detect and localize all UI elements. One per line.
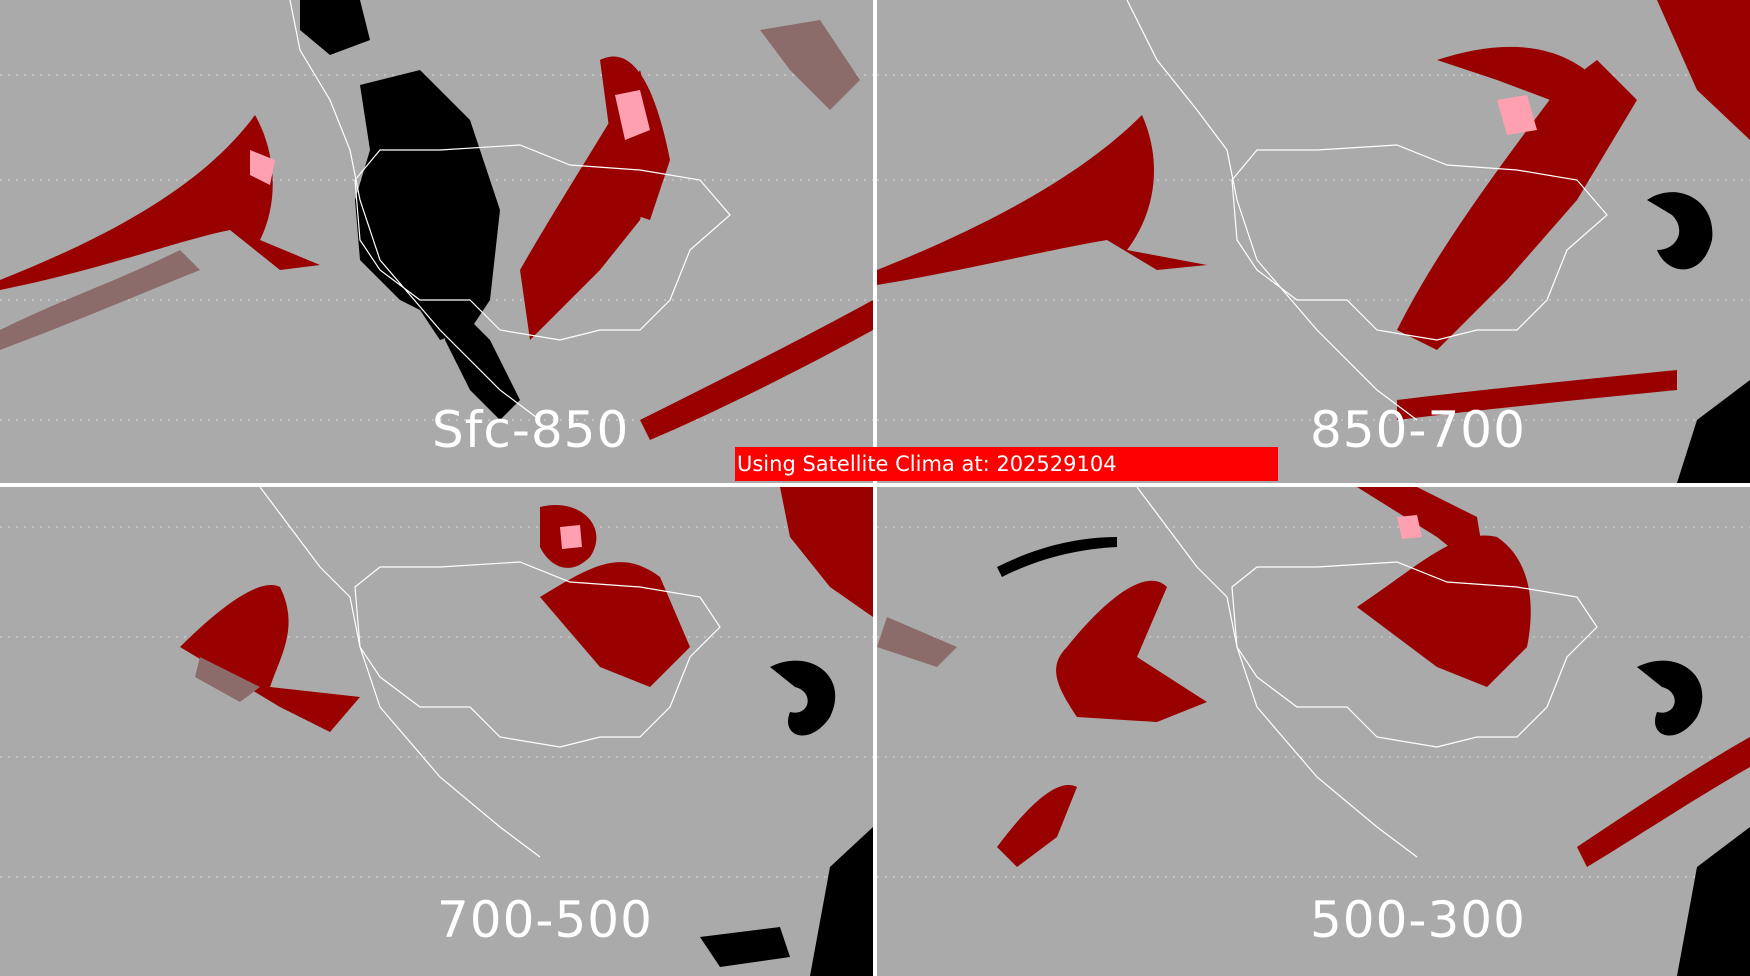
map-panel-500-300: 500-300 <box>877 487 1750 976</box>
panel-label: 700-500 <box>437 891 653 949</box>
us-outline <box>354 561 721 748</box>
black-sw <box>810 827 873 976</box>
cloud-streak-pacific <box>0 115 320 290</box>
cloud-streak-pacific <box>180 585 360 732</box>
cloud-streak-central <box>540 562 690 687</box>
map-panel-850-700: 850-700 <box>877 0 1750 483</box>
black-sw <box>1677 380 1750 483</box>
cloud-ne <box>780 487 873 617</box>
map-700-500 <box>0 487 873 976</box>
cloud-streak-pacific <box>1056 580 1207 722</box>
black-caribbean <box>700 927 790 967</box>
map-500-300 <box>877 487 1750 976</box>
lat-lon-grid <box>0 526 873 878</box>
cloud-streak-central <box>1357 535 1531 687</box>
black-storm <box>1637 660 1703 736</box>
cloud-streak-north <box>1357 487 1487 577</box>
coastline-west <box>1126 0 1418 421</box>
us-outline <box>1231 561 1598 748</box>
us-outline <box>1231 144 1608 341</box>
cloud-pink <box>1497 95 1537 135</box>
cloud-streak-central <box>1397 60 1637 350</box>
cloud-pink-pacific <box>250 150 275 185</box>
black-streak <box>997 537 1117 577</box>
cloud-pink <box>1397 515 1422 539</box>
cloud-streak-pacific-low <box>0 250 200 350</box>
panel-label: 850-700 <box>1310 401 1526 459</box>
lat-lon-grid <box>877 526 1750 878</box>
lat-lon-grid <box>0 74 873 421</box>
cloud-pink <box>615 90 650 140</box>
coastline-west <box>259 487 541 858</box>
cloud-streak-caribbean <box>640 300 873 440</box>
cloud-streak-caribbean <box>1397 370 1677 420</box>
map-panel-700-500: 700-500 <box>0 487 873 976</box>
cloud-ne <box>760 20 860 110</box>
panel-label: 500-300 <box>1310 891 1526 949</box>
panel-label: Sfc-850 <box>432 401 630 459</box>
cloud-streak-north <box>1437 46 1597 110</box>
black-mexico <box>445 300 520 420</box>
lat-lon-grid <box>877 74 1750 421</box>
cloud-streak-pacific <box>877 115 1207 285</box>
satellite-clima-banner: Using Satellite Clima at: 202529104 <box>735 447 1278 481</box>
map-850-700 <box>877 0 1750 483</box>
black-sw <box>1677 827 1750 976</box>
cloud-streak-pacific-low <box>195 657 260 702</box>
us-outline <box>354 144 731 341</box>
black-storm <box>1647 192 1713 270</box>
cloud-ne <box>1657 0 1750 140</box>
cloud-streak-south <box>997 785 1077 867</box>
map-sfc-850 <box>0 0 873 440</box>
coastline-west <box>289 0 541 421</box>
coastline-west <box>1136 487 1418 858</box>
cloud-streak-caribbean <box>1577 737 1750 867</box>
black-region-north <box>300 0 370 55</box>
cloud-pink <box>560 525 582 549</box>
map-panel-sfc-850: Sfc-850 <box>0 0 873 483</box>
cloud-streak-pacific-low <box>877 617 957 667</box>
black-storm <box>770 660 836 736</box>
